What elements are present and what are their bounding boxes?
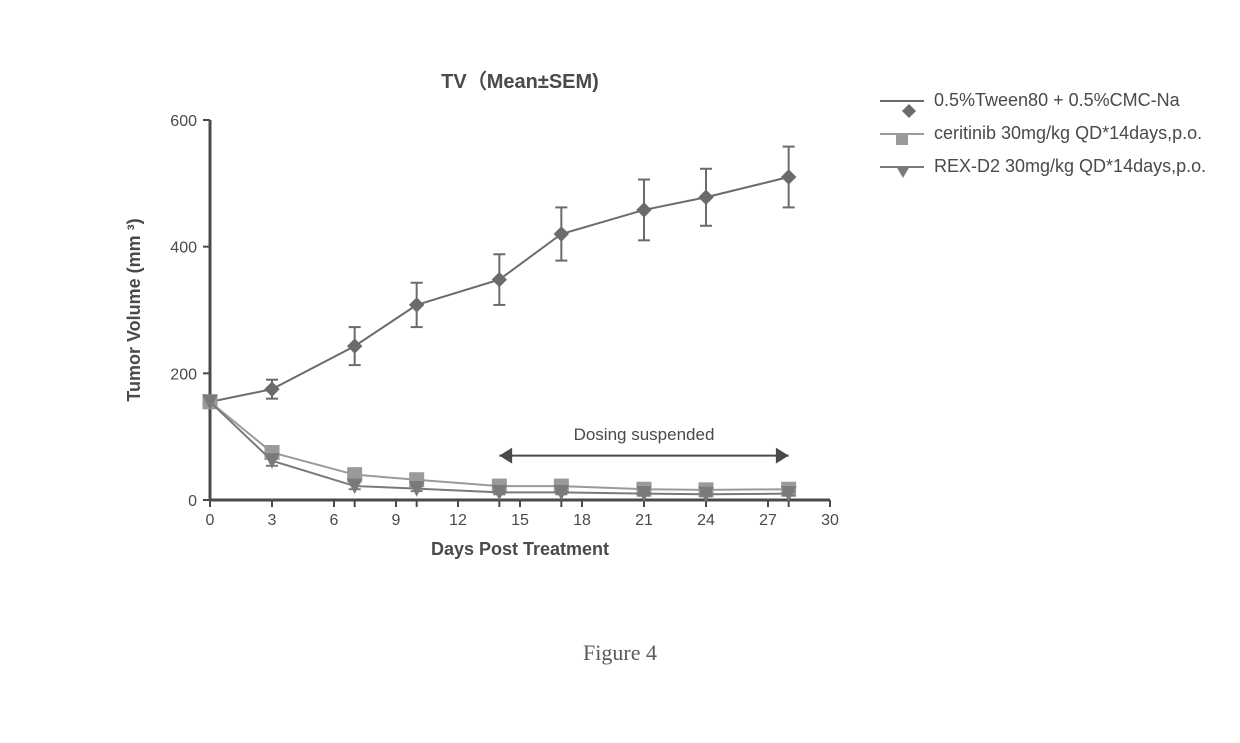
- annotation-arrow-head: [776, 448, 789, 464]
- data-marker: [410, 298, 424, 312]
- x-tick-label: 18: [573, 512, 591, 529]
- legend-item: ceritinib 30mg/kg QD*14days,p.o.: [880, 123, 1220, 144]
- chart-svg: TV（Mean±SEM) 0 200 400 600 0 3 6 9 12 15 18 21 24 27 30…: [90, 60, 870, 580]
- legend-line-sample: [880, 133, 924, 135]
- legend-label: 0.5%Tween80 + 0.5%CMC-Na: [934, 90, 1180, 111]
- legend-marker-icon: [896, 129, 908, 141]
- data-marker: [699, 190, 713, 204]
- series-line: [210, 402, 789, 490]
- legend-item: 0.5%Tween80 + 0.5%CMC-Na: [880, 90, 1220, 111]
- chart-container: TV（Mean±SEM) 0 200 400 600 0 3 6 9 12 15 18 21 24 27 30…: [90, 60, 870, 580]
- legend-label: REX-D2 30mg/kg QD*14days,p.o.: [934, 156, 1206, 177]
- data-marker: [348, 339, 362, 353]
- legend-line-sample: [880, 100, 924, 102]
- legend-item: REX-D2 30mg/kg QD*14days,p.o.: [880, 156, 1220, 177]
- legend-label: ceritinib 30mg/kg QD*14days,p.o.: [934, 123, 1202, 144]
- data-marker: [637, 203, 651, 217]
- annotation-text: Dosing suspended: [574, 425, 715, 444]
- legend-marker-icon: [896, 162, 908, 174]
- data-marker: [265, 382, 279, 396]
- legend-line-sample: [880, 166, 924, 168]
- annotation-arrow-head: [499, 448, 512, 464]
- y-tick-label: 600: [170, 113, 197, 130]
- data-marker: [782, 170, 796, 184]
- page: { "chart": { "type": "line-with-errorbar…: [0, 0, 1240, 743]
- y-axis-label: Tumor Volume (mm ³): [124, 218, 144, 401]
- x-tick-label: 21: [635, 512, 653, 529]
- x-axis-label: Days Post Treatment: [431, 539, 609, 559]
- chart-title: TV（Mean±SEM): [441, 70, 599, 93]
- x-tick-label: 27: [759, 512, 777, 529]
- y-tick-label: 0: [188, 493, 197, 510]
- x-tick-label: 0: [206, 512, 215, 529]
- y-tick-label: 400: [170, 240, 197, 257]
- x-tick-label: 24: [697, 512, 715, 529]
- x-tick-label: 15: [511, 512, 529, 529]
- legend: 0.5%Tween80 + 0.5%CMC-Na ceritinib 30mg/k…: [880, 90, 1220, 189]
- x-tick-label: 12: [449, 512, 467, 529]
- x-tick-label: 9: [392, 512, 401, 529]
- data-marker: [492, 273, 506, 287]
- y-tick-label: 200: [170, 366, 197, 383]
- x-tick-label: 6: [330, 512, 339, 529]
- x-tick-label: 30: [821, 512, 839, 529]
- data-marker: [554, 227, 568, 241]
- x-tick-label: 3: [268, 512, 277, 529]
- figure-caption: Figure 4: [0, 640, 1240, 666]
